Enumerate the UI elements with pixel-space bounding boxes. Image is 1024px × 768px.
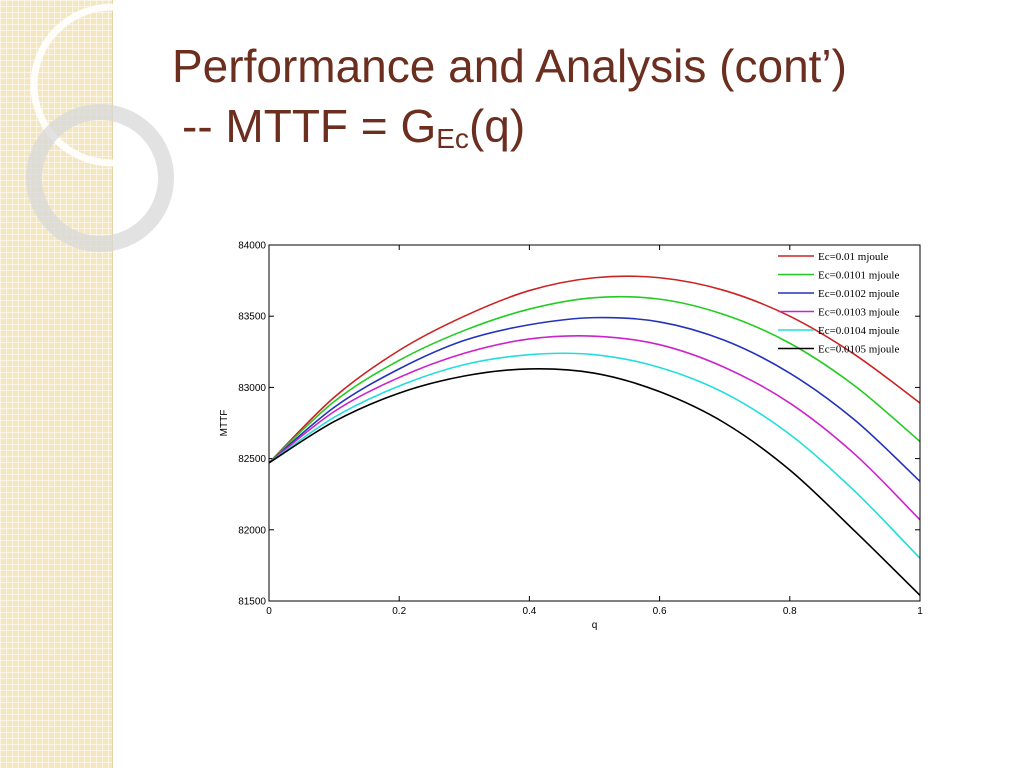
series-line-5	[268, 352, 921, 559]
y-tick-label: 82500	[238, 454, 266, 465]
x-axis-ticks: 0 0.2 0.4 0.6 0.8 1	[266, 245, 923, 617]
legend-entry-4: Ec=0.0103 mjoule	[818, 307, 899, 319]
y-tick-label: 83000	[238, 383, 266, 394]
x-tick-label: 0	[266, 606, 272, 617]
legend-entry-1: Ec=0.01 mjoule	[818, 251, 888, 263]
y-axis-label: MTTF	[219, 410, 230, 437]
legend-entry-3: Ec=0.0102 mjoule	[818, 288, 899, 300]
legend-entry-2: Ec=0.0101 mjoule	[818, 270, 899, 282]
x-axis-label: q	[592, 620, 598, 631]
legend-entry-5: Ec=0.0104 mjoule	[818, 325, 899, 337]
side-decoration-strip	[0, 0, 113, 768]
plot-frame	[268, 244, 921, 602]
x-tick-label: 0.6	[653, 606, 667, 617]
y-tick-label: 81500	[238, 597, 266, 608]
title-line-2: -- MTTF = GEc(q)	[172, 96, 847, 169]
legend-entry-6: Ec=0.0105 mjoule	[818, 344, 899, 356]
y-tick-label: 82000	[238, 525, 266, 536]
title-line-1: Performance and Analysis (cont’)	[172, 40, 847, 92]
title-prefix: -- MTTF = G	[182, 100, 437, 152]
series-line-4	[268, 334, 921, 521]
x-tick-label: 1	[917, 606, 923, 617]
series-lines	[268, 275, 921, 596]
x-tick-label: 0.4	[522, 606, 536, 617]
x-tick-label: 0.8	[783, 606, 797, 617]
slide-title: Performance and Analysis (cont’) -- MTTF…	[172, 36, 847, 169]
y-tick-label: 83500	[238, 312, 266, 323]
mttf-line-chart: 0 0.2 0.4 0.6 0.8 1 81500 82000 82500 83000 83500…	[219, 241, 923, 632]
series-line-3	[268, 316, 921, 482]
series-line-6	[268, 367, 921, 596]
title-suffix: (q)	[468, 100, 526, 152]
x-tick-label: 0.2	[392, 606, 406, 617]
y-tick-label: 84000	[238, 241, 266, 252]
y-axis-ticks: 81500 82000 82500 83000 83500 84000	[238, 241, 920, 608]
title-subscript: Ec	[436, 123, 469, 154]
series-line-2	[268, 295, 921, 464]
legend: Ec=0.01 mjoule Ec=0.0101 mjoule Ec=0.0102 …	[778, 251, 899, 356]
series-line-1	[268, 275, 921, 464]
